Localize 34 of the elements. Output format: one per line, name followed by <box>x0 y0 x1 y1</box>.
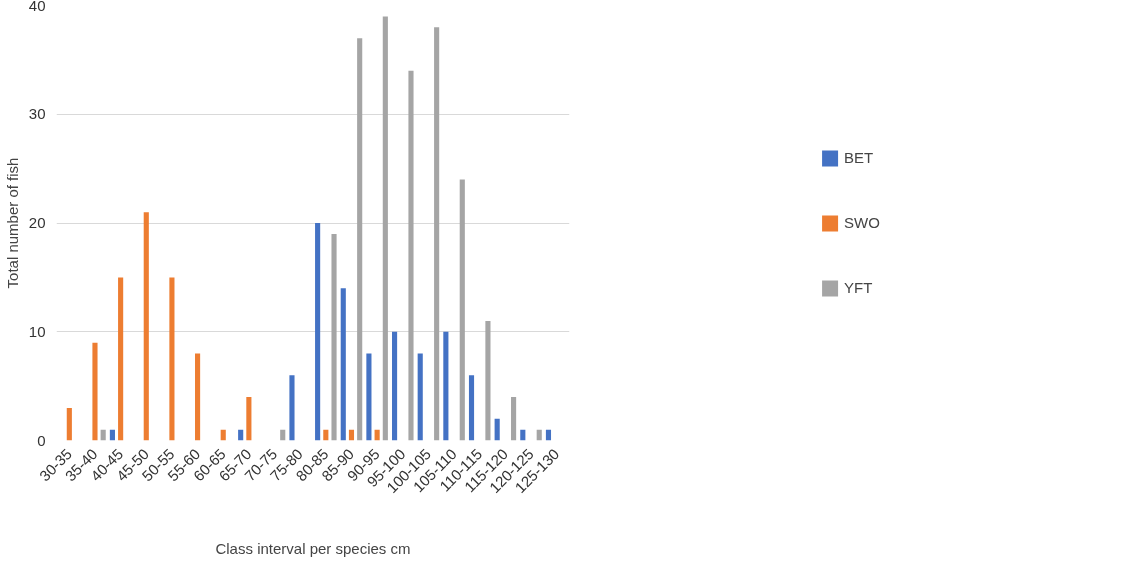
bar <box>315 223 321 441</box>
y-tick-label: 10 <box>28 322 46 340</box>
bar <box>434 27 440 441</box>
bar <box>392 331 398 441</box>
legend-label: YFT <box>844 279 873 296</box>
bar <box>357 38 363 441</box>
bar <box>331 233 337 441</box>
bar <box>340 288 346 441</box>
y-axis-title: Total number of fish <box>3 157 21 289</box>
bar <box>459 179 465 441</box>
y-tick-label: 0 <box>37 431 46 449</box>
bar <box>382 16 388 441</box>
bar <box>169 277 175 441</box>
bar <box>118 277 124 441</box>
bar <box>92 342 98 441</box>
bar <box>417 353 423 441</box>
bar <box>143 212 149 441</box>
y-tick-label: 30 <box>28 105 46 123</box>
x-axis-title: Class interval per species cm <box>215 540 411 558</box>
y-tick-label: 20 <box>28 214 46 231</box>
bar <box>468 375 475 441</box>
bar <box>511 397 517 441</box>
legend-label: SWO <box>844 214 880 231</box>
bar <box>246 397 252 441</box>
bar <box>494 418 500 441</box>
bar <box>366 353 372 441</box>
bar <box>443 331 449 441</box>
y-tick-label: 40 <box>28 0 46 14</box>
bar <box>195 353 201 441</box>
bar <box>66 407 72 441</box>
bar <box>289 375 295 441</box>
legend-label: BET <box>844 149 874 166</box>
bar <box>485 320 491 441</box>
bar <box>408 70 414 441</box>
